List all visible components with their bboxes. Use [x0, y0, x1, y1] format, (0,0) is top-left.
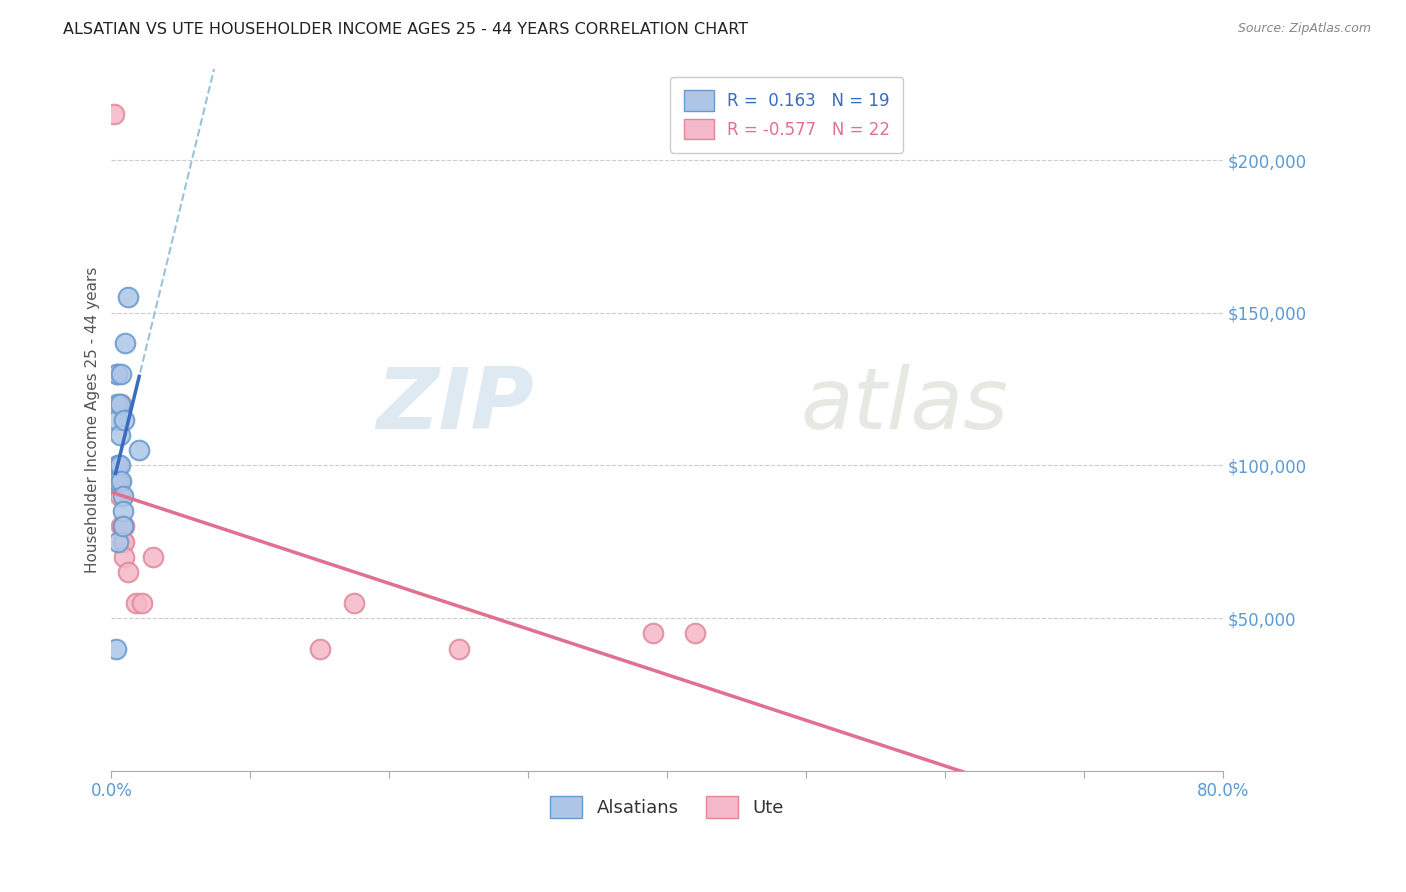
Point: [108, 428, 131, 442]
Point: [117, 566, 139, 580]
Point: [117, 291, 139, 305]
Point: [308, 641, 330, 656]
Point: [112, 534, 135, 549]
Point: [643, 626, 665, 640]
Point: [111, 489, 134, 503]
Point: [105, 412, 128, 426]
Point: [110, 397, 132, 411]
Text: atlas: atlas: [800, 364, 1008, 447]
Point: [105, 397, 128, 411]
Point: [111, 519, 134, 533]
Point: [107, 534, 129, 549]
Point: [112, 549, 135, 564]
Point: [105, 367, 128, 381]
Point: [107, 458, 129, 473]
Point: [107, 474, 129, 488]
Point: [107, 474, 129, 488]
Point: [112, 519, 135, 533]
Text: Source: ZipAtlas.com: Source: ZipAtlas.com: [1237, 22, 1371, 36]
Point: [111, 504, 134, 518]
Point: [114, 336, 136, 351]
Point: [112, 412, 135, 426]
Legend: Alsatians, Ute: Alsatians, Ute: [543, 789, 792, 825]
Point: [125, 596, 148, 610]
Point: [107, 458, 129, 473]
Point: [131, 596, 153, 610]
Point: [108, 489, 131, 503]
Text: ZIP: ZIP: [375, 364, 534, 447]
Point: [110, 367, 132, 381]
Point: [110, 519, 132, 533]
Point: [104, 641, 127, 656]
Point: [111, 534, 134, 549]
Point: [447, 641, 470, 656]
Y-axis label: Householder Income Ages 25 - 44 years: Householder Income Ages 25 - 44 years: [86, 267, 100, 573]
Point: [108, 474, 131, 488]
Point: [108, 397, 131, 411]
Point: [142, 549, 165, 564]
Point: [111, 519, 134, 533]
Point: [108, 458, 131, 473]
Text: ALSATIAN VS UTE HOUSEHOLDER INCOME AGES 25 - 44 YEARS CORRELATION CHART: ALSATIAN VS UTE HOUSEHOLDER INCOME AGES …: [63, 22, 748, 37]
Point: [128, 443, 150, 458]
Point: [105, 367, 128, 381]
Point: [683, 626, 706, 640]
Point: [110, 474, 132, 488]
Point: [343, 596, 366, 610]
Point: [103, 107, 125, 121]
